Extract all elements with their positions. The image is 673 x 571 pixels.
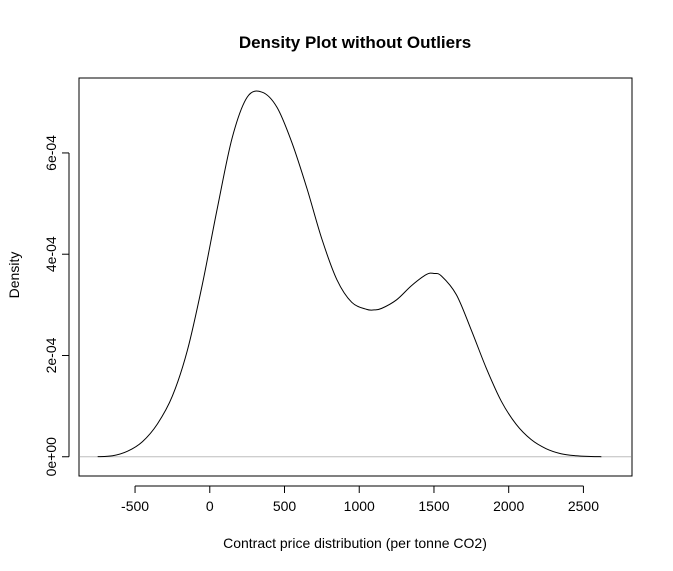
y-tick-label: 2e-04	[43, 337, 59, 373]
x-tick-label: 2500	[568, 498, 599, 514]
x-axis: -500 0 500 1000 1500 2000 2500	[121, 485, 599, 514]
y-axis: 0e+00 2e-04 4e-04 6e-04	[43, 135, 70, 477]
y-tick-label: 4e-04	[43, 236, 59, 272]
plot-frame	[78, 77, 633, 477]
y-tick-label: 6e-04	[43, 135, 59, 171]
x-tick-label: 500	[273, 498, 297, 514]
x-tick-label: 0	[206, 498, 214, 514]
density-curve	[97, 90, 602, 458]
chart-title: Density Plot without Outliers	[239, 33, 471, 52]
x-tick-label: 1500	[418, 498, 449, 514]
x-tick-label: -500	[121, 498, 149, 514]
y-tick-label: 0e+00	[43, 437, 59, 477]
x-tick-label: 1000	[344, 498, 375, 514]
x-axis-label: Contract price distribution (per tonne C…	[223, 535, 487, 551]
x-tick-label: 2000	[493, 498, 524, 514]
y-axis-label: Density	[6, 252, 22, 299]
